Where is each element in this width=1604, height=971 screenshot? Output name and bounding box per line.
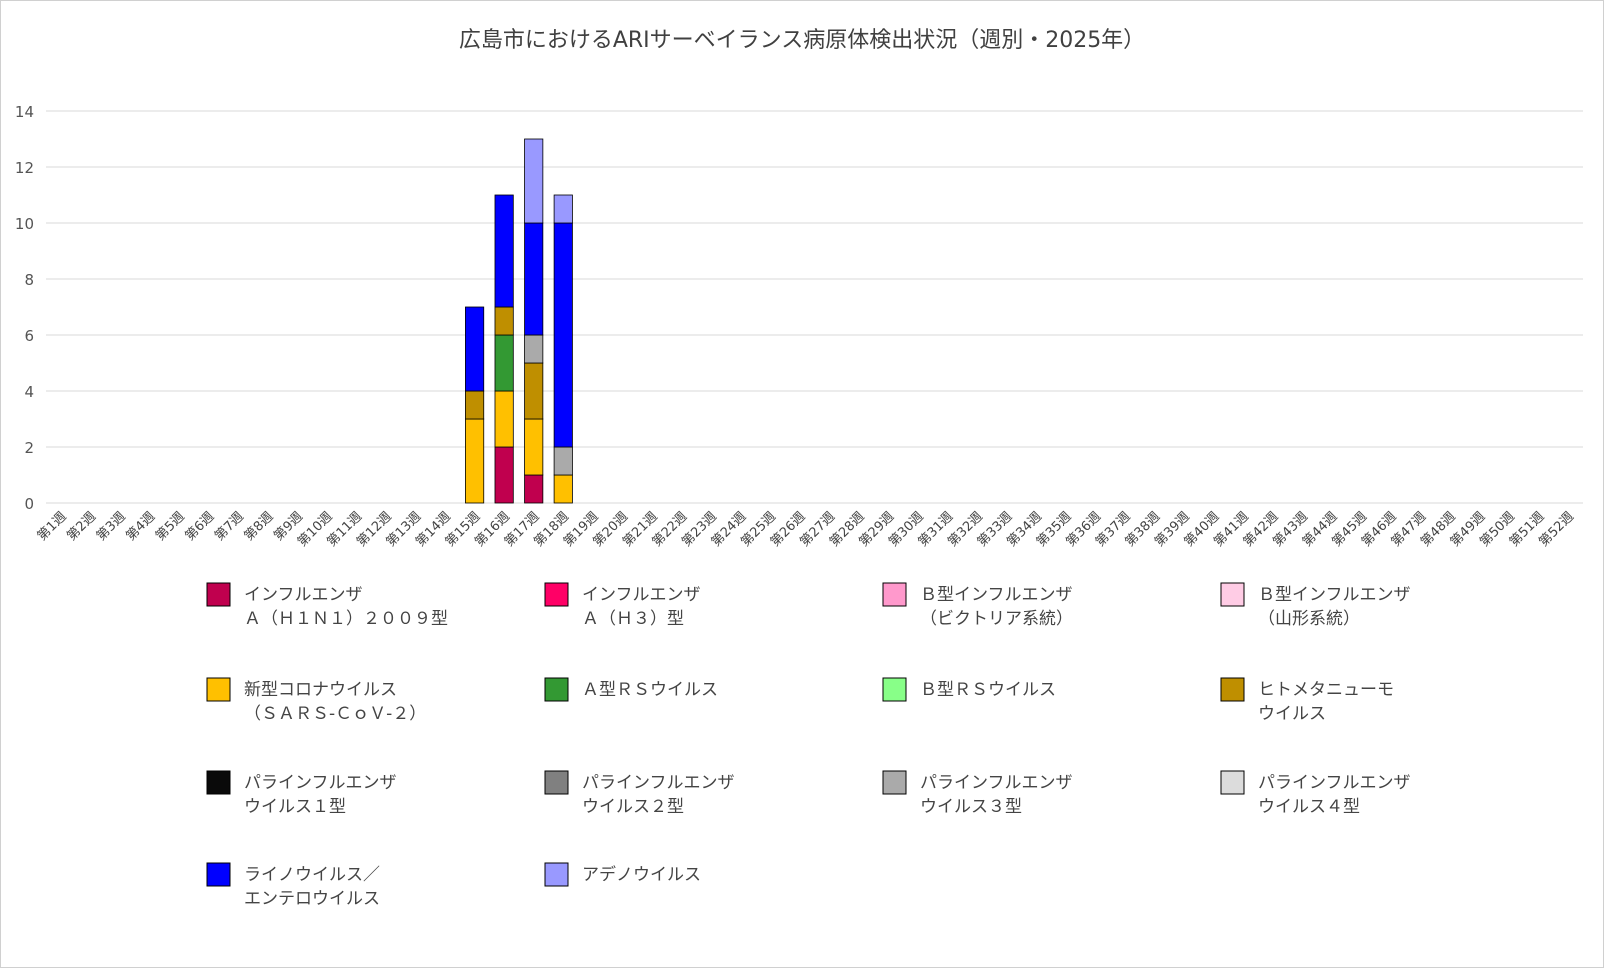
legend-item: 新型コロナウイルス（ＳＡＲＳ-ＣｏＶ-２） [206, 677, 426, 724]
legend-label: 新型コロナウイルス（ＳＡＲＳ-ＣｏＶ-２） [244, 680, 426, 724]
legend-label: パラインフルエンザウイルス３型 [920, 773, 1073, 817]
legend-label: Ｂ型インフルエンザ（山形系統） [1258, 585, 1411, 629]
bar-segment [524, 418, 544, 476]
bar-segment [494, 334, 514, 392]
bar-segment [524, 222, 544, 336]
bar-segment [465, 418, 485, 504]
legend-swatch [1220, 582, 1245, 607]
x-axis-ticks: 第1週第2週第3週第4週第5週第6週第7週第8週第9週第10週第11週第12週第… [35, 509, 1577, 550]
legend-label: アデノウイルス [582, 864, 701, 885]
legend-item: Ａ型ＲＳウイルス [544, 677, 718, 702]
legend-item: Ｂ型ＲＳウイルス [882, 677, 1056, 702]
legend-item: パラインフルエンザウイルス２型 [544, 770, 735, 817]
legend-swatch [544, 582, 569, 607]
x-tick-label: 第4週 [123, 509, 158, 544]
bar-segment [494, 306, 514, 336]
legend-item: パラインフルエンザウイルス４型 [1220, 770, 1411, 817]
legend-label: インフルエンザＡ（Ｈ３）型 [582, 585, 701, 629]
bar-segment [524, 474, 544, 504]
x-tick-label: 第5週 [153, 509, 188, 544]
legend: インフルエンザＡ（Ｈ１Ｎ１）２００９型 インフルエンザＡ（Ｈ３）型 Ｂ型インフルエン… [206, 582, 1411, 909]
y-tick-label: 12 [15, 159, 34, 177]
bar-segment [494, 390, 514, 448]
y-tick-label: 2 [24, 439, 34, 457]
bar-segment [553, 474, 573, 504]
bar-segment [465, 390, 485, 420]
y-tick-label: 0 [24, 495, 34, 513]
legend-label: Ａ型ＲＳウイルス [582, 680, 718, 700]
bars [465, 138, 573, 504]
legend-swatch [882, 677, 907, 702]
bar-segment [524, 362, 544, 420]
y-tick-label: 10 [15, 215, 34, 233]
x-tick-label: 第1週 [35, 509, 70, 544]
bar-segment [553, 194, 573, 224]
legend-item: パラインフルエンザウイルス１型 [206, 770, 397, 817]
x-tick-label: 第7週 [212, 509, 247, 544]
legend-label: インフルエンザＡ（Ｈ１Ｎ１）２００９型 [244, 585, 448, 629]
legend-label: ライノウイルス／エンテロウイルス [244, 865, 380, 909]
legend-swatch [544, 677, 569, 702]
legend-item: パラインフルエンザウイルス３型 [882, 770, 1073, 817]
legend-label: パラインフルエンザウイルス４型 [1258, 773, 1411, 817]
legend-item: Ｂ型インフルエンザ（ビクトリア系統） [882, 582, 1073, 629]
y-tick-label: 4 [24, 383, 34, 401]
legend-item: アデノウイルス [544, 862, 701, 887]
legend-item: ライノウイルス／エンテロウイルス [206, 862, 380, 909]
bar-segment [465, 306, 485, 392]
legend-label: パラインフルエンザウイルス２型 [582, 773, 735, 817]
legend-item: Ｂ型インフルエンザ（山形系統） [1220, 582, 1411, 629]
bar-segment [524, 138, 544, 224]
bar-segment [524, 334, 544, 364]
legend-swatch [1220, 677, 1245, 702]
y-tick-label: 14 [15, 103, 34, 121]
chart-title: 広島市におけるARIサーベイランス病原体検出状況（週別・2025年） [459, 28, 1145, 53]
y-tick-label: 6 [24, 327, 34, 345]
legend-swatch [1220, 770, 1245, 795]
bar-segment [494, 446, 514, 504]
legend-label: ヒトメタニューモウイルス [1258, 680, 1394, 724]
x-tick-label: 第2週 [64, 509, 99, 544]
gridlines [46, 110, 1583, 504]
legend-swatch [544, 770, 569, 795]
x-tick-label: 第8週 [242, 509, 277, 544]
legend-label: パラインフルエンザウイルス１型 [244, 773, 397, 817]
legend-item: インフルエンザＡ（Ｈ１Ｎ１）２００９型 [206, 582, 448, 629]
bar-segment [553, 446, 573, 476]
legend-swatch [206, 582, 231, 607]
legend-swatch [206, 677, 231, 702]
bar-segment [494, 194, 514, 308]
x-tick-label: 第3週 [94, 509, 129, 544]
legend-item: インフルエンザＡ（Ｈ３）型 [544, 582, 701, 629]
legend-swatch [882, 770, 907, 795]
legend-label: Ｂ型ＲＳウイルス [920, 680, 1056, 700]
bar-segment [553, 222, 573, 448]
legend-item: ヒトメタニューモウイルス [1220, 677, 1394, 724]
x-tick-label: 第6週 [183, 509, 218, 544]
legend-swatch [882, 582, 907, 607]
legend-swatch [544, 862, 569, 887]
legend-swatch [206, 770, 231, 795]
y-axis-ticks: 0 2 4 6 8 10 12 14 [15, 103, 34, 513]
y-tick-label: 8 [24, 271, 34, 289]
legend-label: Ｂ型インフルエンザ（ビクトリア系統） [920, 585, 1073, 629]
legend-swatch [206, 862, 231, 887]
